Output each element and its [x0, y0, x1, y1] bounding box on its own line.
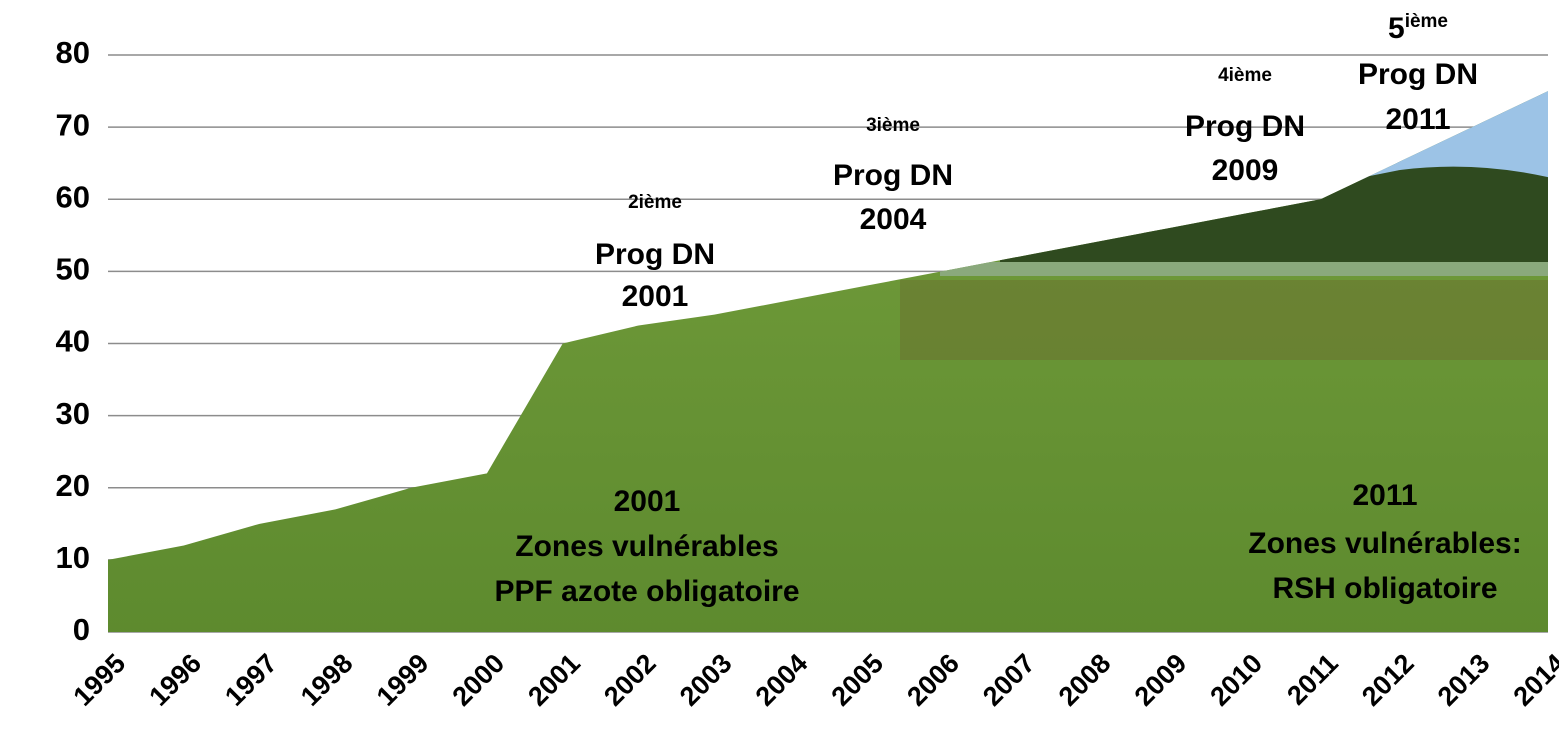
y-tick-label: 0: [73, 612, 90, 647]
x-tick-label: 1998: [295, 648, 359, 712]
annotation: 2ième: [628, 192, 682, 213]
x-tick-label: 2002: [598, 648, 662, 712]
x-tick-label: 2001: [522, 648, 586, 712]
annotation: Prog DN: [595, 238, 715, 271]
x-tick-label: 2006: [901, 648, 965, 712]
x-tick-label: 2010: [1204, 648, 1268, 712]
annotation: 3ième: [866, 115, 920, 136]
x-tick-label: 2000: [447, 648, 511, 712]
x-tick-label: 2011: [1281, 648, 1344, 711]
y-tick-label: 70: [56, 107, 90, 142]
annotation: 2011: [1352, 479, 1417, 512]
x-tick-label: 1996: [143, 648, 207, 712]
x-tick-label: 2008: [1053, 648, 1117, 712]
annotation: 2009: [1212, 154, 1279, 187]
annotation: 2001: [622, 280, 689, 313]
annotation: Zones vulnérables:: [1248, 527, 1521, 560]
x-tick-label: 1997: [219, 648, 283, 712]
annotation: 2001: [614, 485, 681, 518]
x-tick-label: 2003: [674, 648, 738, 712]
annotation: Prog DN: [1358, 58, 1478, 91]
annotation: Zones vulnérables: [515, 530, 778, 563]
x-tick-label: 2012: [1356, 648, 1420, 712]
x-tick-label: 1995: [68, 648, 132, 712]
x-tick-label: 2007: [977, 648, 1041, 712]
y-tick-label: 50: [56, 252, 90, 287]
annotation: 2011: [1385, 103, 1450, 136]
annotation: Prog DN: [833, 159, 953, 192]
y-tick-label: 40: [56, 324, 90, 359]
x-tick-label: 2005: [825, 648, 889, 712]
y-tick-label: 30: [56, 396, 90, 431]
y-tick-label: 80: [56, 35, 90, 70]
annotation: 2004: [860, 203, 927, 236]
x-tick-label: 2009: [1129, 648, 1193, 712]
annotation: PPF azote obligatoire: [494, 575, 799, 608]
annotation: 4ième: [1218, 65, 1272, 86]
annotation: 5ième: [1388, 11, 1448, 45]
x-tick-label: 2013: [1432, 648, 1496, 712]
x-tick-label: 1999: [371, 648, 435, 712]
annotation: Prog DN: [1185, 110, 1305, 143]
y-tick-label: 60: [56, 179, 90, 214]
x-tick-label: 2014: [1508, 648, 1559, 712]
annotation-text: 5: [1388, 12, 1405, 45]
y-tick-label: 10: [56, 540, 90, 575]
annotation: RSH obligatoire: [1272, 572, 1497, 605]
x-tick-label: 2004: [750, 648, 814, 712]
y-tick-label: 20: [56, 468, 90, 503]
annotation-superscript: ième: [1405, 11, 1448, 32]
